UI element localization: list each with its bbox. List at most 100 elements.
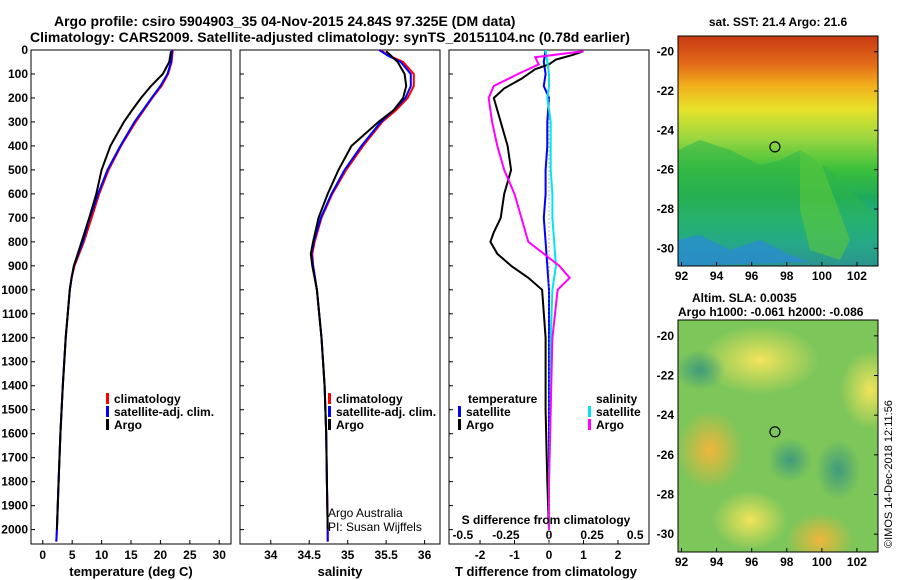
figure-title-line1: Argo profile: csiro 5904903_35 04-Nov-20… [54, 13, 515, 29]
series-line-argo [309, 50, 408, 530]
temperature-panel: 0 5 10 15 20 25 30 [39, 49, 226, 562]
map-x-tick-label: 102 [847, 269, 867, 283]
x-tick-label: 2 [615, 548, 622, 562]
legend-swatch-temp-argo [458, 419, 461, 430]
map-x-tick-label: 100 [812, 269, 832, 283]
depth-tick-label: 800 [8, 235, 28, 249]
temperature-panel-frame [30, 49, 232, 545]
x-tick-label: 34 [264, 548, 278, 562]
depth-tick-label: 900 [8, 259, 28, 273]
legend-label-satellite: satellite-adj. clim. [114, 405, 214, 419]
legend-label-temp-argo: Argo [466, 418, 494, 432]
map-y-tick-label: -22 [657, 84, 675, 98]
temperature-xlabel: temperature (deg C) [69, 564, 193, 579]
depth-tick-label: 600 [8, 187, 28, 201]
sla-title-line2: Argo h1000: -0.061 h2000: -0.086 [678, 305, 864, 319]
imos-credit: ©IMOS 14-Dec-2018 12:11:56 [883, 400, 895, 548]
x-tick-label: 15 [124, 548, 138, 562]
sla-anomaly [816, 440, 860, 500]
map-x-tick-label: 100 [812, 555, 832, 569]
t-difference-xlabel: T difference from climatology [455, 564, 638, 579]
map-y-tick-label: -20 [657, 329, 675, 343]
legend-swatch-argo [328, 419, 331, 430]
x-tick-label: -1 [509, 548, 520, 562]
series-line-temperature-argo [489, 50, 584, 530]
map-x-tick-label: 92 [675, 555, 689, 569]
sla-anomaly [786, 512, 854, 552]
legend-label-argo: Argo [114, 418, 142, 432]
sla-anomaly [678, 350, 725, 390]
depth-tick-label: 1800 [1, 475, 28, 489]
credit-argo-australia: Argo Australia [328, 506, 403, 520]
sla-anomaly [768, 438, 812, 482]
map-x-tick-label: 94 [710, 269, 724, 283]
depth-axis: 0 100 200 300 400 500 600 700 800 900 1000 1100 1200… [1, 43, 453, 537]
x-tick-label: 35 [341, 548, 355, 562]
depth-tick-label: 100 [8, 67, 28, 81]
legend-label-climatology: climatology [114, 392, 181, 406]
legend-label-sal-satellite: satellite [596, 405, 641, 419]
s-diff-tick-label: -0.5 [452, 528, 473, 542]
depth-tick-label: 500 [8, 163, 28, 177]
temperature-legend: climatology satellite-adj. clim. Argo [106, 392, 214, 432]
depth-tick-label: 1200 [1, 331, 28, 345]
depth-tick-label: 1500 [1, 403, 28, 417]
sst-green-plume [800, 150, 850, 260]
legend-swatch-satellite [328, 406, 331, 417]
depth-tick-label: 2000 [1, 523, 28, 537]
sst-map-title: sat. SST: 21.4 Argo: 21.6 [709, 15, 848, 29]
map-x-tick-label: 92 [675, 269, 689, 283]
s-diff-tick-label: 0.25 [580, 528, 604, 542]
sla-anomaly [840, 350, 878, 430]
s-diff-tick-label: -0.25 [492, 528, 520, 542]
map-y-tick-label: -22 [657, 369, 675, 383]
depth-tick-label: 1900 [1, 499, 28, 513]
series-line-salinity-argo [487, 50, 584, 530]
depth-tick-label: 1100 [2, 307, 28, 321]
difference-legend-salinity: salinity satellite Argo [588, 392, 641, 432]
depth-tick-label: 1000 [1, 283, 28, 297]
x-tick-label: 34.5 [298, 548, 322, 562]
map-y-tick-label: -24 [657, 408, 675, 422]
depth-tick-label: 1400 [1, 379, 28, 393]
x-tick-label: -2 [475, 548, 486, 562]
legend-label-satellite: satellite-adj. clim. [336, 405, 436, 419]
sst-map-axes: 92 94 96 98 100 102 -20 -22 -24 -26 -28 -30 [657, 45, 878, 283]
map-y-tick-label: -26 [657, 163, 675, 177]
map-x-tick-label: 98 [780, 269, 794, 283]
depth-tick-label: 200 [8, 91, 28, 105]
x-tick-label: 0 [546, 548, 553, 562]
sla-title-line1: Altim. SLA: 0.0035 [692, 291, 797, 305]
x-tick-label: 0 [39, 548, 46, 562]
legend-label-argo: Argo [336, 418, 364, 432]
sla-anomaly [678, 410, 744, 490]
sla-anomaly [712, 490, 788, 550]
map-x-tick-label: 96 [745, 269, 759, 283]
legend-swatch-sal-satellite [588, 406, 591, 417]
credit-pi: PI: Susan Wijffels [328, 520, 422, 534]
depth-tick-label: 1600 [1, 427, 28, 441]
x-tick-label: 35.5 [374, 548, 398, 562]
sla-map [678, 320, 878, 552]
x-tick-label: 10 [95, 548, 109, 562]
depth-tick-label: 1300 [1, 355, 28, 369]
difference-legend-temperature: temperature satellite Argo [458, 392, 538, 432]
legend-swatch-argo [106, 419, 109, 430]
sst-cool-region [678, 235, 810, 266]
argo-location-marker [769, 426, 781, 438]
legend-swatch-satellite [106, 406, 109, 417]
legend-label-sal-argo: Argo [596, 418, 624, 432]
legend-label-temp-satellite: satellite [466, 405, 511, 419]
depth-tick-label: 700 [8, 211, 28, 225]
legend-swatch-sal-argo [588, 419, 591, 430]
depth-tick-label: 300 [8, 115, 28, 129]
depth-tick-label: 0 [21, 43, 28, 57]
legend-swatch-climatology [328, 393, 331, 404]
map-y-tick-label: -20 [657, 45, 675, 59]
x-tick-label: 5 [69, 548, 76, 562]
sla-anomaly [700, 325, 820, 395]
legend-swatch-temp-satellite [458, 406, 461, 417]
legend-title-salinity: salinity [596, 392, 638, 406]
difference-panel: -2 -1 0 1 2-0.5 -0.25 0 0.25 0.5 [452, 49, 644, 562]
